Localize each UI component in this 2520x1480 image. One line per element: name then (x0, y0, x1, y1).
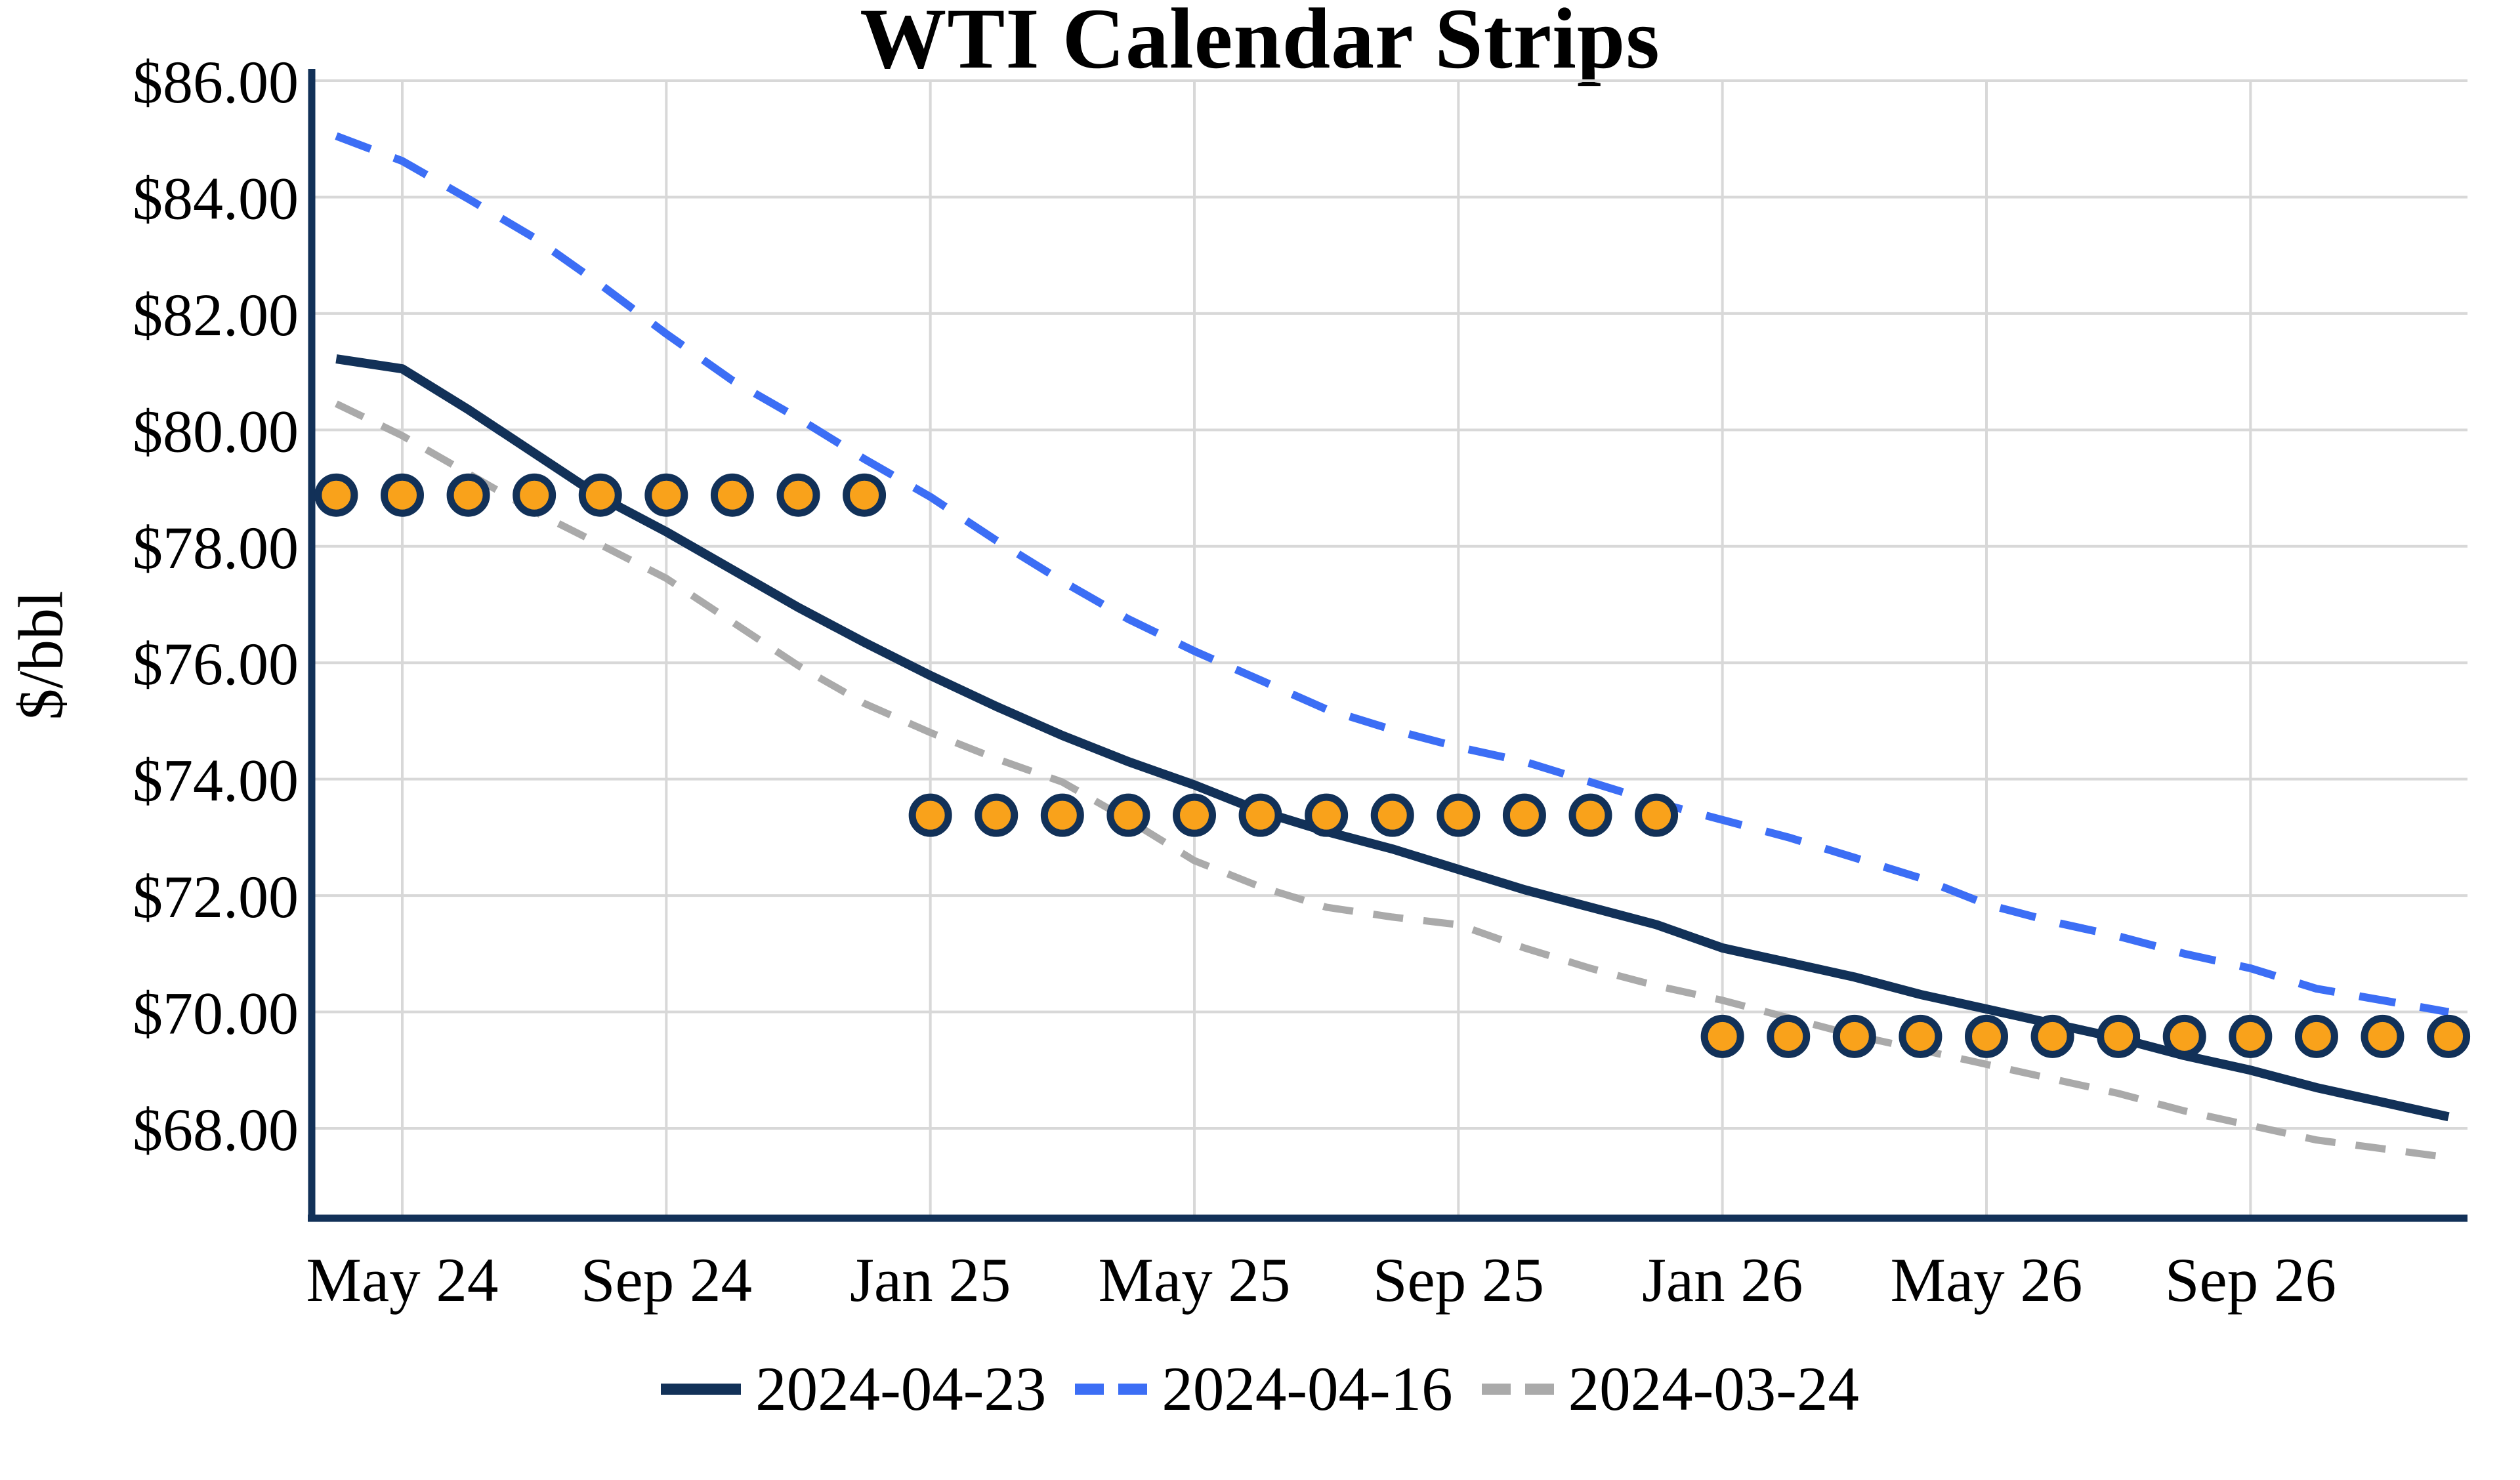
strip-marker (776, 473, 820, 517)
strip-marker (2097, 1014, 2141, 1058)
legend-item-2024-04-16: 2024-04-16 (1075, 1351, 1453, 1426)
x-tick-label: May 24 (306, 1245, 499, 1315)
legend-item-2024-04-23: 2024-04-23 (661, 1351, 1046, 1426)
strip-marker (446, 473, 490, 517)
y-tick-label: $74.00 (133, 747, 299, 814)
dashed-line-swatch-icon (1481, 1383, 1554, 1395)
strip-marker (1172, 793, 1216, 837)
strip-marker (1305, 793, 1349, 837)
strip-marker (1437, 793, 1480, 837)
strip-marker (908, 793, 952, 837)
x-tick-label: Sep 24 (581, 1245, 752, 1315)
dashed-line-swatch-icon (1075, 1383, 1148, 1395)
strip-marker (1832, 1014, 1876, 1058)
series-line-2024-03-24 (334, 400, 2449, 1161)
strip-marker (1767, 1014, 1811, 1058)
y-tick-label: $72.00 (133, 863, 299, 930)
strip-marker (2229, 1014, 2273, 1058)
strip-marker (1964, 1014, 2008, 1058)
strip-marker (1700, 1014, 1744, 1058)
legend: 2024-04-23 2024-04-16 2024-03-24 (0, 1351, 2520, 1426)
y-tick-label: $82.00 (133, 281, 299, 348)
strip-marker (1370, 793, 1414, 837)
strip-marker (1040, 793, 1084, 837)
strip-marker (578, 473, 622, 517)
strip-marker (710, 473, 754, 517)
strip-marker (2361, 1014, 2404, 1058)
strip-marker (1635, 793, 1679, 837)
y-tick-label: $70.00 (133, 980, 299, 1047)
strip-marker (513, 473, 556, 517)
strip-marker (644, 473, 688, 517)
x-tick-label: Jan 26 (1642, 1245, 1803, 1315)
strip-marker (975, 793, 1018, 837)
strip-marker (843, 473, 887, 517)
strip-marker (1899, 1014, 1942, 1058)
strip-marker (2030, 1014, 2074, 1058)
y-tick-label: $84.00 (133, 165, 299, 232)
strip-marker (314, 473, 358, 517)
strip-marker (1106, 793, 1150, 837)
chart-title: WTI Calendar Strips (860, 0, 1660, 87)
legend-item-2024-03-24: 2024-03-24 (1481, 1351, 1859, 1426)
strip-marker (1502, 793, 1546, 837)
strip-marker (2294, 1014, 2338, 1058)
series-line-2024-04-23 (335, 354, 2450, 1122)
strip-marker (1238, 793, 1282, 837)
x-tick-label: May 25 (1099, 1245, 1291, 1315)
legend-label: 2024-04-16 (1162, 1354, 1453, 1424)
y-tick-label: $76.00 (133, 630, 299, 697)
strip-marker (1568, 793, 1612, 837)
y-tick-label: $86.00 (133, 49, 299, 115)
x-tick-label: Jan 25 (850, 1245, 1011, 1315)
y-tick-label: $80.00 (133, 398, 299, 464)
strip-marker (2162, 1014, 2206, 1058)
x-tick-label: May 26 (1891, 1245, 2083, 1315)
y-tick-label: $78.00 (133, 514, 299, 581)
x-tick-label: Sep 26 (2165, 1245, 2336, 1315)
x-tick-label: Sep 25 (1373, 1245, 1544, 1315)
y-tick-label: $68.00 (133, 1096, 299, 1163)
legend-label: 2024-04-23 (755, 1354, 1047, 1424)
strip-marker (381, 473, 424, 517)
strip-marker (2427, 1014, 2471, 1058)
solid-line-swatch-icon (661, 1383, 742, 1395)
legend-label: 2024-03-24 (1568, 1354, 1859, 1424)
